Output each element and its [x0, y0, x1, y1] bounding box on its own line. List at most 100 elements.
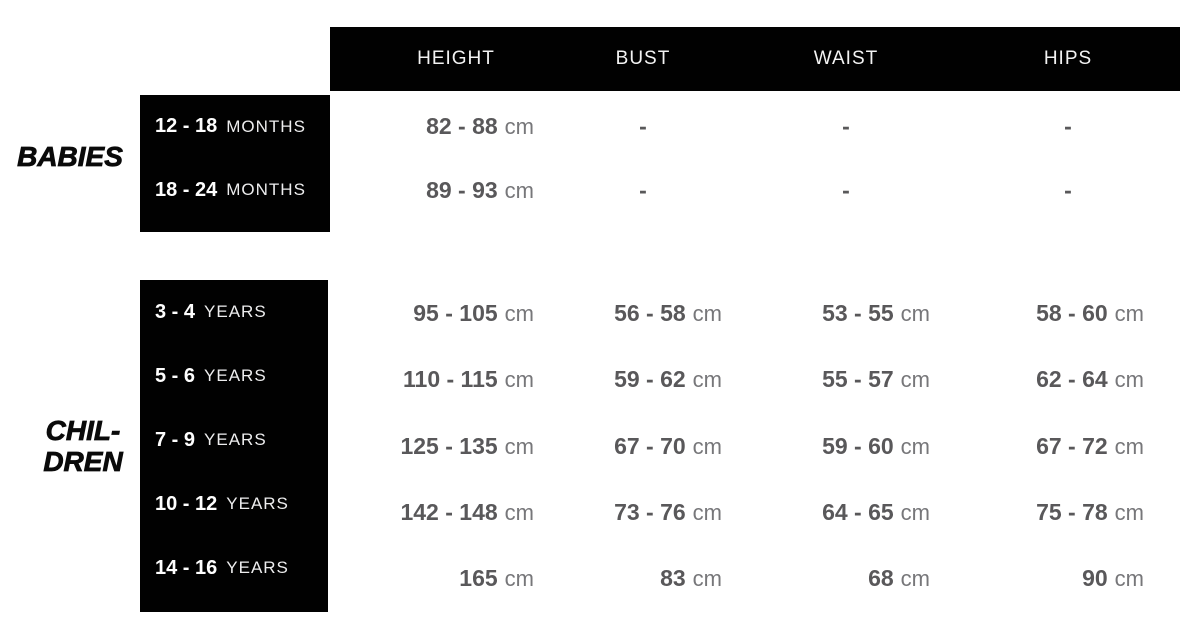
no-value-dash: -: [639, 113, 647, 140]
age-unit: YEARS: [226, 494, 289, 513]
measurement-value: 55 - 57: [822, 366, 894, 393]
measurement-cell-hips: 90 cm: [966, 565, 1180, 592]
measurement-cell-hips: 62 - 64 cm: [966, 366, 1180, 393]
measurement-cell-bust: -: [549, 177, 737, 204]
no-value-dash: -: [1064, 113, 1072, 140]
table-row: 89 - 93 cm - - -: [330, 159, 1180, 223]
measurement-unit: cm: [692, 566, 722, 592]
age-row-7-9-years: 7 - 9 YEARS: [140, 408, 328, 472]
age-row-10-12-years: 10 - 12 YEARS: [140, 472, 328, 536]
measurement-unit: cm: [1114, 499, 1144, 525]
measurement-cell-height: 142 - 148 cm: [330, 499, 570, 526]
table-row: 95 - 105 cm 56 - 58 cm 53 - 55 cm 58 - 60 cm: [330, 280, 1180, 346]
measurement-cell-height: 110 - 115 cm: [330, 366, 570, 393]
age-range: 18 - 24: [155, 178, 218, 201]
measurement-value: 73 - 76: [614, 498, 686, 525]
age-unit: YEARS: [204, 430, 267, 449]
measurement-cell-height: 82 - 88 cm: [330, 113, 570, 140]
measurement-unit: cm: [504, 300, 534, 326]
column-header-waist: WAIST: [813, 48, 879, 69]
measurement-unit: cm: [692, 367, 722, 393]
measurement-value: 83: [660, 565, 686, 592]
age-range: 10 - 12: [155, 492, 218, 515]
measurement-value: 64 - 65: [822, 498, 894, 525]
measurement-cell-height: 89 - 93 cm: [330, 177, 570, 204]
table-row: 82 - 88 cm - - -: [330, 95, 1180, 159]
no-value-dash: -: [842, 176, 850, 203]
measurement-cell-waist: -: [742, 177, 950, 204]
children-measurement-rows: 95 - 105 cm 56 - 58 cm 53 - 55 cm 58 - 60 cm…: [330, 280, 1180, 612]
measurement-cell-waist: 59 - 60 cm: [758, 433, 966, 460]
measurement-cell-waist: 53 - 55 cm: [758, 300, 966, 327]
measurement-cell-bust: -: [549, 113, 737, 140]
age-unit: YEARS: [226, 558, 289, 577]
measurement-cell-hips: -: [961, 113, 1175, 140]
measurement-value: 67 - 70: [614, 432, 686, 459]
measurement-unit: cm: [504, 367, 534, 393]
measurement-value: 62 - 64: [1036, 366, 1108, 393]
measurement-unit: cm: [1114, 566, 1144, 592]
age-range: 12 - 18: [155, 115, 218, 138]
measurement-unit: cm: [692, 300, 722, 326]
age-unit: MONTHS: [226, 180, 306, 200]
table-row: 142 - 148 cm 73 - 76 cm 64 - 65 cm 75 - 78 c…: [330, 479, 1180, 545]
age-row-5-6-years: 5 - 6 YEARS: [140, 344, 328, 408]
measurement-cell-bust: 59 - 62 cm: [570, 366, 758, 393]
measurement-unit: cm: [1114, 433, 1144, 459]
measurement-cell-waist: 68 cm: [758, 565, 966, 592]
section-label-children: CHIL- DREN: [22, 415, 144, 478]
table-row: 125 - 135 cm 67 - 70 cm 59 - 60 cm 67 - 72 c…: [330, 413, 1180, 479]
measurement-value: 89 - 93: [426, 176, 498, 203]
measurement-cell-height: 95 - 105 cm: [330, 300, 570, 327]
measurement-cell-waist: 64 - 65 cm: [758, 499, 966, 526]
measurement-value: 59 - 60: [822, 432, 894, 459]
measurement-value: 68: [868, 565, 894, 592]
measurement-unit: cm: [692, 433, 722, 459]
age-range: 7 - 9: [155, 428, 196, 451]
age-row-18-24-months: 18 - 24 MONTHS: [140, 159, 330, 223]
no-value-dash: -: [1064, 176, 1072, 203]
measurement-cell-height: 125 - 135 cm: [330, 433, 570, 460]
age-range: 3 - 4: [155, 300, 196, 323]
measurement-value: 59 - 62: [614, 366, 686, 393]
measurement-cell-bust: 67 - 70 cm: [570, 433, 758, 460]
babies-age-group-box: 12 - 18 MONTHS 18 - 24 MONTHS: [140, 95, 330, 232]
column-header-hips: HIPS: [1043, 48, 1093, 69]
measurement-unit: cm: [504, 499, 534, 525]
measurement-cell-waist: -: [742, 113, 950, 140]
section-label-line: BABIES: [17, 141, 124, 173]
measurement-unit: cm: [504, 433, 534, 459]
age-range: 5 - 6: [155, 364, 196, 387]
measurement-cell-height: 165 cm: [330, 565, 570, 592]
age-range: 14 - 16: [155, 556, 218, 579]
measurement-cell-hips: 67 - 72 cm: [966, 433, 1180, 460]
column-header-bar: HEIGHT BUST WAIST HIPS: [330, 27, 1180, 91]
measurement-unit: cm: [692, 499, 722, 525]
measurement-value: 95 - 105: [413, 299, 498, 326]
measurement-cell-hips: 58 - 60 cm: [966, 300, 1180, 327]
measurement-value: 56 - 58: [614, 299, 686, 326]
measurement-unit: cm: [504, 114, 534, 140]
measurement-cell-bust: 83 cm: [570, 565, 758, 592]
measurement-unit: cm: [1114, 300, 1144, 326]
babies-measurement-rows: 82 - 88 cm - - - 89 - 93 cm - - -: [330, 95, 1180, 232]
measurement-cell-hips: -: [961, 177, 1175, 204]
age-unit: MONTHS: [226, 116, 306, 136]
measurement-cell-bust: 56 - 58 cm: [570, 300, 758, 327]
measurement-unit: cm: [900, 367, 930, 393]
age-unit: YEARS: [204, 366, 267, 385]
measurement-value: 67 - 72: [1036, 432, 1108, 459]
section-label-line: DREN: [43, 446, 123, 478]
measurement-unit: cm: [900, 300, 930, 326]
measurement-cell-waist: 55 - 57 cm: [758, 366, 966, 393]
measurement-value: 165: [459, 565, 498, 592]
table-row: 165 cm 83 cm 68 cm 90 cm: [330, 546, 1180, 612]
age-row-12-18-months: 12 - 18 MONTHS: [140, 95, 330, 159]
measurement-cell-hips: 75 - 78 cm: [966, 499, 1180, 526]
measurement-unit: cm: [1114, 367, 1144, 393]
measurement-value: 110 - 115: [403, 366, 498, 393]
measurement-unit: cm: [504, 177, 534, 203]
table-row: 110 - 115 cm 59 - 62 cm 55 - 57 cm 62 - 64 c…: [330, 346, 1180, 412]
measurement-unit: cm: [900, 566, 930, 592]
